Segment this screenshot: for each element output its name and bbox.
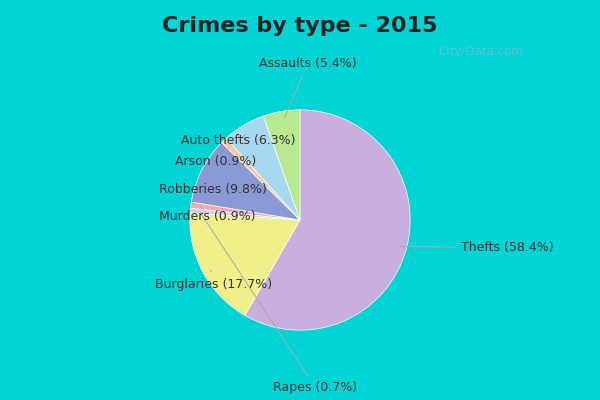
Text: Rapes (0.7%): Rapes (0.7%)	[200, 213, 358, 394]
Wedge shape	[190, 213, 300, 315]
Text: City-Data.com: City-Data.com	[438, 46, 523, 58]
Wedge shape	[190, 208, 300, 220]
Wedge shape	[263, 110, 300, 220]
Text: Thefts (58.4%): Thefts (58.4%)	[401, 241, 553, 254]
Text: Crimes by type - 2015: Crimes by type - 2015	[163, 16, 437, 36]
Wedge shape	[190, 202, 300, 220]
Text: Arson (0.9%): Arson (0.9%)	[175, 148, 256, 168]
Text: Robberies (9.8%): Robberies (9.8%)	[159, 176, 267, 196]
Wedge shape	[245, 110, 410, 330]
Wedge shape	[221, 138, 300, 220]
Text: Assaults (5.4%): Assaults (5.4%)	[259, 57, 356, 118]
Wedge shape	[191, 142, 300, 220]
Text: Burglaries (17.7%): Burglaries (17.7%)	[155, 270, 272, 291]
Wedge shape	[226, 116, 300, 220]
Text: Murders (0.9%): Murders (0.9%)	[159, 206, 256, 224]
Text: Auto thefts (6.3%): Auto thefts (6.3%)	[181, 134, 295, 147]
